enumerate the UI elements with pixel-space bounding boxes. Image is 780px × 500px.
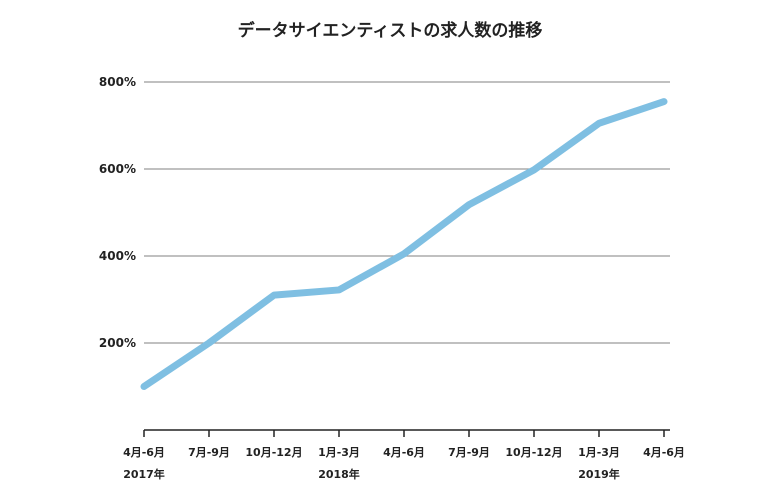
x-tick-label: 4月-6月 [643,446,685,459]
y-tick-label: 800% [99,75,136,89]
x-tick-label: 10月-12月 [245,446,302,459]
year-label: 2019年 [578,467,620,481]
grid-lines [144,81,670,344]
year-labels: 2017年 2018年 2019年 [123,467,620,481]
x-tick-label: 1月-3月 [578,446,620,459]
series-line [140,98,668,390]
x-tick-label: 10月-12月 [505,446,562,459]
x-tick-label: 7月-9月 [188,446,230,459]
series-layer [140,98,668,390]
y-tick-label: 600% [99,162,136,176]
y-tick-label: 200% [99,336,136,350]
year-label: 2017年 [123,467,165,481]
x-tick-labels: 4月-6月 7月-9月 10月-12月 1月-3月 4月-6月 7月-9月 10月-12月 1… [123,446,685,459]
y-tick-labels: 200% 400% 600% 800% [99,75,136,350]
x-axis [143,429,670,437]
x-tick-label: 4月-6月 [383,446,425,459]
x-tick-label: 4月-6月 [123,446,165,459]
x-tick-label: 7月-9月 [448,446,490,459]
chart-title: データサイエンティストの求人数の推移 [238,20,543,41]
year-label: 2018年 [318,467,360,481]
x-tick-label: 1月-3月 [318,446,360,459]
y-tick-label: 400% [99,249,136,263]
